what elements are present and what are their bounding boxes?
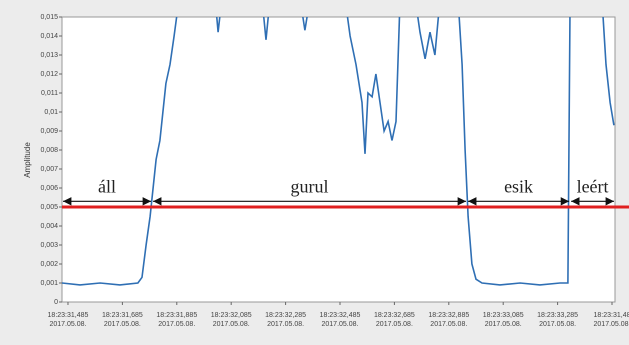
x-tick-date: 2017.05.08. xyxy=(104,321,141,328)
x-tick-label: 18:23:33,085 xyxy=(483,312,524,319)
y-tick-label: 0,003 xyxy=(40,242,58,249)
y-tick-label: 0,013 xyxy=(40,52,58,59)
y-tick-label: 0,004 xyxy=(40,223,58,230)
x-tick-date: 2017.05.08. xyxy=(213,321,250,328)
y-axis-label: Amplitude xyxy=(23,142,32,178)
x-tick-date: 2017.05.08. xyxy=(430,321,467,328)
x-tick-date: 2017.05.08. xyxy=(539,321,576,328)
plot-area xyxy=(61,16,616,303)
x-tick-date: 2017.05.08. xyxy=(267,321,304,328)
annotation-label: esik xyxy=(504,176,533,196)
x-tick-date: 2017.05.08. xyxy=(485,321,522,328)
x-tick-date: 2017.05.08. xyxy=(594,321,629,328)
y-tick-label: 0,008 xyxy=(40,147,58,154)
x-tick-label: 18:23:32,285 xyxy=(265,312,306,319)
annotation-label: leért xyxy=(577,176,609,196)
x-tick-label: 18:23:31,885 xyxy=(156,312,197,319)
y-tick-label: 0,012 xyxy=(40,71,58,78)
y-tick-label: 0,014 xyxy=(40,33,58,40)
y-tick-label: 0,005 xyxy=(40,204,58,211)
x-tick-date: 2017.05.08. xyxy=(322,321,359,328)
x-tick-label: 18:23:32,685 xyxy=(374,312,415,319)
y-tick-label: 0,009 xyxy=(40,128,58,135)
x-tick-label: 18:23:32,485 xyxy=(320,312,361,319)
data-line xyxy=(62,17,615,286)
y-tick-label: 0,006 xyxy=(40,185,58,192)
y-tick-label: 0,01 xyxy=(44,109,58,116)
y-tick-label: 0,002 xyxy=(40,261,58,268)
x-tick-label: 18:23:31,685 xyxy=(102,312,143,319)
plot-layer xyxy=(62,17,615,286)
x-tick-date: 2017.05.08. xyxy=(376,321,413,328)
y-tick-label: 0,001 xyxy=(40,280,58,287)
x-tick-label: 18:23:31,485 xyxy=(48,312,89,319)
annotation-label: gurul xyxy=(291,176,329,196)
x-tick-label: 18:23:32,085 xyxy=(211,312,252,319)
x-tick-date: 2017.05.08. xyxy=(158,321,195,328)
x-tick-label: 18:23:31,48 xyxy=(594,312,629,319)
y-tick-label: 0,015 xyxy=(40,14,58,21)
y-tick-label: 0 xyxy=(54,299,58,306)
annotation-label: áll xyxy=(98,176,116,196)
x-tick-label: 18:23:33,285 xyxy=(537,312,578,319)
x-tick-label: 18:23:32,885 xyxy=(428,312,469,319)
y-tick-label: 0,007 xyxy=(40,166,58,173)
x-tick-date: 2017.05.08. xyxy=(49,321,86,328)
y-tick-label: 0,011 xyxy=(41,90,58,97)
